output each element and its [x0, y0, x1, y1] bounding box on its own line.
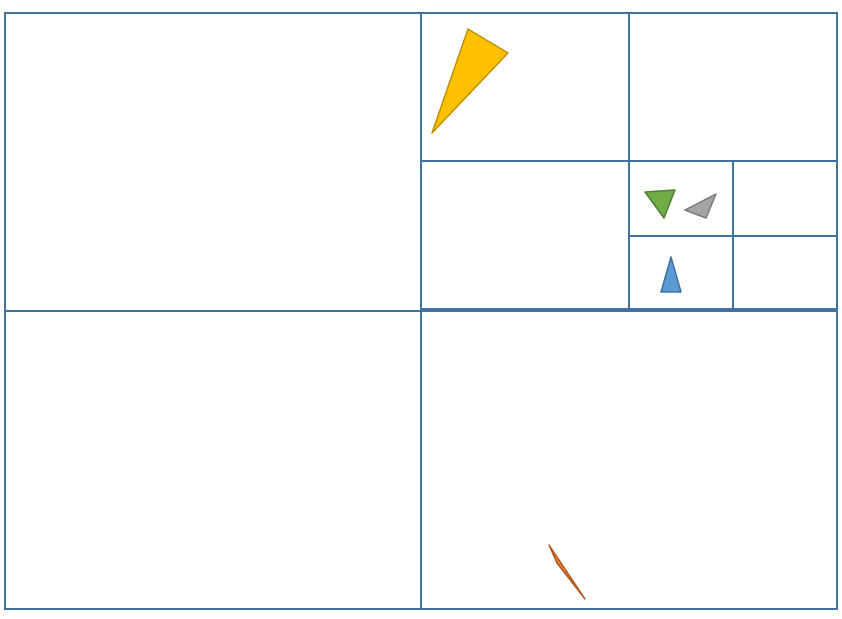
root-top-left-cell [4, 12, 422, 312]
green-triangle [644, 189, 676, 219]
blue-triangle [660, 256, 682, 293]
yellow-triangle [431, 28, 509, 134]
level2-top-right-cell [628, 12, 838, 162]
level3-top-left-cell [628, 160, 734, 237]
gray-triangle [684, 193, 717, 219]
root-bottom-right-cell [420, 310, 838, 610]
level2-bottom-left-cell [420, 160, 630, 310]
orange-triangle [548, 544, 586, 600]
level3-bottom-right-cell [732, 235, 838, 310]
cells-layer [4, 12, 838, 610]
level3-top-right-cell [732, 160, 838, 237]
root-bottom-left-cell [4, 310, 422, 610]
level3-bottom-left-cell [628, 235, 734, 310]
shapes-layer [431, 28, 717, 600]
